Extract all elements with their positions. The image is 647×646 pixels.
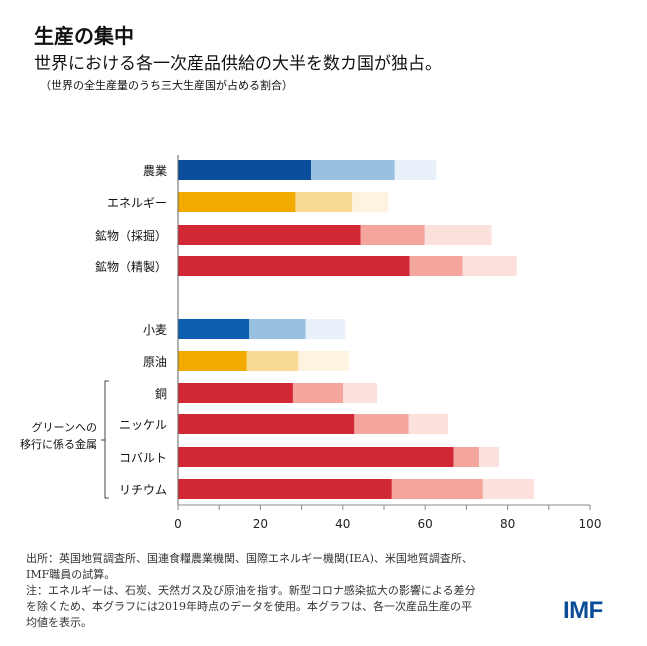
bar-segment-1: [178, 351, 247, 371]
bar-segment-3: [305, 319, 346, 339]
bar-segment-1: [178, 414, 355, 434]
bar-segment-3: [424, 225, 492, 245]
bar-segment-2: [311, 160, 395, 180]
bar-segment-3: [352, 192, 389, 212]
category-label: 鉱物（採掘）: [95, 228, 167, 243]
bar-segment-2: [292, 383, 344, 403]
note-line: 均値を表示。: [26, 616, 92, 629]
group-bracket: [101, 380, 109, 499]
bar-segment-1: [178, 160, 312, 180]
group-label: 移行に係る金属: [20, 437, 97, 451]
note-line: 注：エネルギーは、石炭、天然ガス及び原油を指す。新型コロナ感染拡大の影響による差…: [26, 584, 476, 597]
category-label: リチウム: [119, 483, 167, 497]
bar-segment-3: [408, 414, 448, 434]
bar-segment-1: [178, 447, 454, 467]
bar-segment-2: [246, 351, 299, 371]
bar-segment-3: [462, 256, 517, 276]
bar-segment-3: [343, 383, 377, 403]
bar-segment-2: [409, 256, 463, 276]
category-label: 銅: [155, 387, 167, 401]
category-label: 農業: [143, 164, 167, 178]
source-line: 出所：英国地質調査所、国連食糧農業機関、国際エネルギー機関(IEA)、米国地質調…: [26, 552, 473, 565]
bar-segment-1: [178, 319, 250, 339]
x-tick-label: 100: [579, 517, 602, 531]
category-label: エネルギー: [107, 196, 167, 210]
group-label: グリーンへの: [32, 420, 97, 434]
bar-segment-3: [394, 160, 437, 180]
footer-notes: 出所：英国地質調査所、国連食糧農業機関、国際エネルギー機関(IEA)、米国地質調…: [26, 551, 546, 631]
bar-segment-2: [391, 479, 483, 499]
bar-segment-2: [295, 192, 353, 212]
imf-logo: IMF: [563, 597, 603, 624]
source-line: IMF職員の試算。: [26, 568, 116, 581]
category-label: コバルト: [119, 451, 167, 465]
x-tick-label: 80: [500, 517, 515, 531]
category-label: 鉱物（精製）: [95, 259, 167, 274]
bar-segment-3: [482, 479, 534, 499]
chart-title: 生産の集中: [34, 24, 134, 48]
x-tick-label: 20: [253, 517, 268, 531]
note-line: を除くため、本グラフには2019年時点のデータを使用。本グラフは、各一次産品生産…: [26, 600, 472, 613]
bar-segment-1: [178, 225, 361, 245]
x-tick-label: 40: [335, 517, 350, 531]
bar-segment-2: [354, 414, 409, 434]
bar-segment-2: [249, 319, 306, 339]
x-tick-label: 60: [418, 517, 433, 531]
bar-segment-1: [178, 256, 410, 276]
bar-segment-2: [453, 447, 480, 467]
category-label: ニッケル: [119, 418, 167, 432]
bar-segment-1: [178, 383, 293, 403]
category-label: 原油: [143, 355, 167, 369]
x-tick-label: 0: [174, 517, 182, 531]
bar-segment-1: [178, 192, 296, 212]
chart-subtitle: 世界における各一次産品供給の大半を数カ国が独占。: [34, 54, 442, 74]
bar-segment-1: [178, 479, 392, 499]
category-label: 小麦: [143, 323, 167, 337]
bar-segment-3: [298, 351, 349, 371]
bar-segment-2: [360, 225, 425, 245]
chart-note: （世界の全生産量のうち三大生産国が占める割合）: [40, 79, 293, 92]
bar-segment-3: [479, 447, 499, 467]
